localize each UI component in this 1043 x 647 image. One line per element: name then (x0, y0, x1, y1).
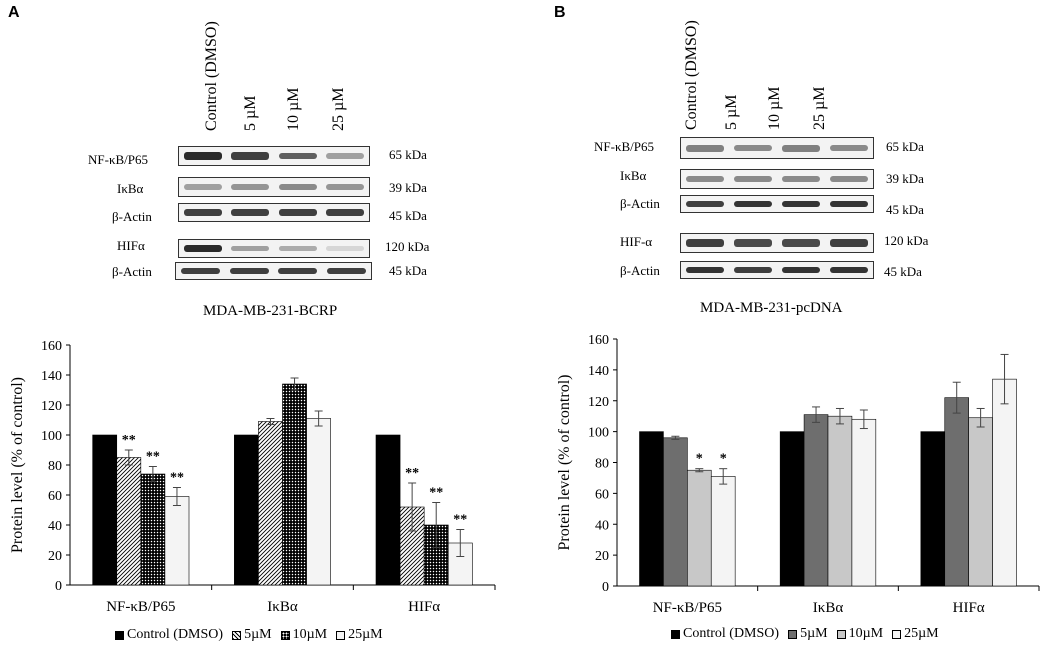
y-tick-label: 20 (595, 549, 609, 564)
significance-label: ** (453, 513, 467, 528)
bar (117, 458, 141, 586)
x-tick-label: NF-κB/P65 (653, 600, 722, 616)
legend-label: Control (DMSO) (683, 626, 779, 642)
legend-swatch (281, 631, 290, 640)
significance-label: ** (170, 471, 184, 486)
bar (804, 415, 828, 586)
legend-item: 10µM (837, 626, 884, 642)
bar (852, 419, 876, 586)
y-tick-label: 120 (588, 395, 609, 410)
bar (376, 435, 400, 585)
y-tick-label: 40 (48, 519, 62, 534)
y-tick-label: 120 (41, 399, 62, 414)
bar (921, 432, 945, 586)
legend-label: 25µM (348, 627, 383, 643)
panel-b: B Control (DMSO) 5 µM 10 µM 25 µM NF-κB/… (521, 0, 1042, 647)
bar (828, 416, 852, 586)
x-tick-label: NF-κB/P65 (106, 599, 175, 615)
legend-item: 25µM (892, 626, 939, 642)
bar (141, 474, 165, 585)
chart-legend: Control (DMSO) 5µM 10µM 25µM (671, 626, 948, 642)
significance-label: * (720, 452, 727, 467)
bar (93, 435, 117, 585)
x-tick-label: IκBα (267, 599, 298, 615)
y-tick-label: 100 (588, 426, 609, 441)
y-tick-label: 80 (595, 457, 609, 472)
legend-item: Control (DMSO) (115, 627, 223, 643)
legend-label: 5µM (800, 626, 828, 642)
y-axis-label: Protein level (% of control) (9, 377, 26, 553)
legend-item: 5µM (788, 626, 828, 642)
panel-a: A Control (DMSO) 5 µM 10 µM 25 µM NF-κB/… (0, 0, 521, 647)
legend-item: 5µM (232, 627, 272, 643)
legend-label: 10µM (293, 627, 328, 643)
bar (234, 435, 258, 585)
y-tick-label: 160 (41, 339, 62, 354)
bar (165, 497, 189, 586)
legend-item: 25µM (336, 627, 383, 643)
significance-label: * (696, 452, 703, 467)
bar (687, 470, 711, 586)
significance-label: ** (405, 466, 419, 481)
y-tick-label: 0 (55, 579, 62, 594)
significance-label: ** (122, 433, 136, 448)
y-tick-label: 60 (595, 487, 609, 502)
legend-swatch (232, 631, 241, 640)
y-tick-label: 100 (41, 429, 62, 444)
legend-swatch (336, 631, 345, 640)
y-tick-label: 140 (588, 364, 609, 379)
legend-item: Control (DMSO) (671, 626, 779, 642)
y-tick-label: 0 (602, 580, 609, 595)
y-tick-label: 20 (48, 549, 62, 564)
y-tick-label: 80 (48, 459, 62, 474)
bar (258, 422, 282, 586)
chart-legend: Control (DMSO) 5µM 10µM 25µM (115, 627, 392, 643)
x-tick-label: HIFα (953, 600, 985, 616)
bar (969, 418, 993, 586)
legend-swatch (671, 630, 680, 639)
x-tick-label: IκBα (813, 600, 844, 616)
bar (640, 432, 664, 586)
significance-label: ** (146, 450, 160, 465)
bar (663, 438, 687, 586)
x-tick-label: HIFα (408, 599, 440, 615)
legend-label: Control (DMSO) (127, 627, 223, 643)
bar (307, 419, 331, 586)
significance-label: ** (429, 486, 443, 501)
y-axis-label: Protein level (% of control) (556, 375, 573, 551)
legend-swatch (837, 630, 846, 639)
y-tick-label: 160 (588, 333, 609, 348)
legend-item: 10µM (281, 627, 328, 643)
bar-chart-b: 0 20 40 60 80 100 120 140 160 Protein level (% of… (521, 0, 1042, 647)
bar (283, 384, 307, 585)
legend-label: 5µM (244, 627, 272, 643)
legend-swatch (892, 630, 901, 639)
bar (780, 432, 804, 586)
bar (711, 476, 735, 586)
bar (945, 398, 969, 586)
y-tick-label: 60 (48, 489, 62, 504)
y-tick-label: 40 (595, 518, 609, 533)
legend-swatch (115, 631, 124, 640)
legend-swatch (788, 630, 797, 639)
legend-label: 10µM (849, 626, 884, 642)
y-tick-label: 140 (41, 369, 62, 384)
bar (993, 379, 1017, 586)
bar-chart-a: 0 20 40 60 80 100 120 140 160 Protein level (% of… (0, 0, 521, 647)
legend-label: 25µM (904, 626, 939, 642)
